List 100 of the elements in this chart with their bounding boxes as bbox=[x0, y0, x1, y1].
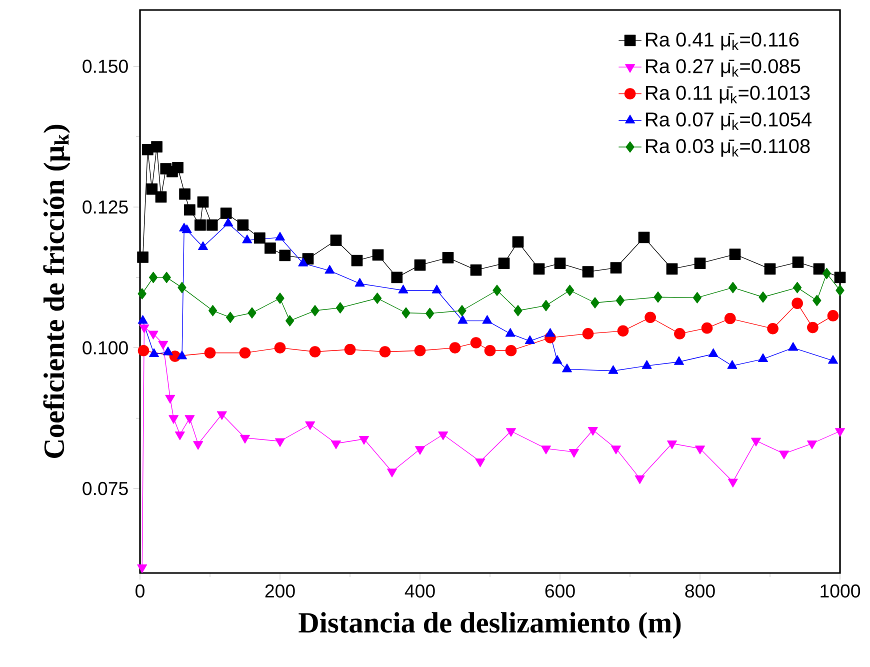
point bbox=[197, 196, 209, 208]
point bbox=[138, 315, 148, 324]
point bbox=[617, 325, 629, 337]
point bbox=[764, 263, 776, 275]
point bbox=[137, 251, 148, 263]
x-axis-title: Distancia de deslizamiento (m) bbox=[298, 612, 681, 639]
point bbox=[223, 218, 234, 226]
point bbox=[812, 294, 822, 306]
x-tick-label: 200 bbox=[265, 584, 295, 598]
point bbox=[644, 312, 656, 324]
point bbox=[220, 208, 232, 219]
point bbox=[470, 264, 482, 276]
point bbox=[792, 256, 804, 268]
point bbox=[359, 436, 369, 445]
point bbox=[415, 446, 425, 455]
point bbox=[146, 183, 158, 195]
point bbox=[138, 344, 150, 356]
point bbox=[324, 264, 335, 274]
point bbox=[458, 315, 468, 324]
point bbox=[692, 292, 702, 304]
point bbox=[498, 258, 510, 270]
point bbox=[178, 282, 186, 294]
point bbox=[226, 312, 235, 324]
point bbox=[582, 266, 594, 278]
x-tick-label: 800 bbox=[685, 584, 715, 598]
point bbox=[184, 415, 195, 424]
point bbox=[151, 141, 162, 152]
point bbox=[331, 440, 341, 450]
point bbox=[729, 248, 741, 260]
point bbox=[354, 278, 365, 287]
legend-label: Ra 0.11 μ̄$_{k}$=0.1013 bbox=[646, 86, 810, 104]
point bbox=[458, 304, 466, 316]
point bbox=[275, 232, 285, 240]
point bbox=[554, 258, 566, 270]
point bbox=[274, 342, 286, 354]
point bbox=[344, 344, 356, 356]
point bbox=[204, 347, 216, 359]
point bbox=[310, 304, 320, 316]
point bbox=[438, 432, 448, 440]
point bbox=[237, 219, 249, 231]
point bbox=[208, 304, 218, 316]
legend-label: Ra 0.03 μ̄$_{k}$=0.1108 bbox=[646, 139, 810, 157]
point bbox=[432, 284, 442, 294]
point bbox=[198, 241, 208, 250]
point bbox=[351, 254, 363, 266]
point bbox=[206, 219, 218, 231]
point bbox=[792, 298, 803, 309]
point bbox=[514, 304, 522, 316]
x-tick-label: 1000 bbox=[820, 584, 860, 598]
point bbox=[379, 346, 391, 358]
point bbox=[654, 291, 662, 303]
x-tick-label: 400 bbox=[404, 584, 435, 598]
legend-label: Ra 0.41 μ̄$_{k}$=0.116 bbox=[646, 32, 799, 50]
point bbox=[588, 426, 598, 436]
point bbox=[414, 344, 426, 356]
point bbox=[822, 268, 832, 280]
point bbox=[398, 284, 408, 294]
point bbox=[172, 162, 184, 174]
point bbox=[402, 307, 410, 319]
point bbox=[264, 242, 276, 254]
point bbox=[569, 448, 579, 458]
point bbox=[582, 328, 594, 340]
point bbox=[216, 411, 227, 420]
point bbox=[590, 297, 600, 308]
point bbox=[533, 263, 545, 275]
point bbox=[305, 421, 316, 430]
point bbox=[239, 347, 251, 359]
point bbox=[542, 300, 550, 312]
point bbox=[414, 259, 426, 271]
point bbox=[309, 346, 321, 358]
point bbox=[834, 272, 846, 284]
point bbox=[728, 282, 738, 294]
point bbox=[168, 415, 179, 424]
point bbox=[758, 291, 768, 303]
point bbox=[425, 308, 434, 320]
point bbox=[391, 272, 403, 284]
point bbox=[240, 434, 250, 444]
y-tick-label: 0.075 bbox=[82, 482, 128, 496]
point bbox=[792, 282, 802, 294]
point bbox=[254, 232, 266, 244]
point bbox=[505, 344, 517, 356]
point bbox=[541, 446, 551, 454]
point bbox=[724, 312, 736, 324]
point bbox=[182, 224, 192, 234]
point bbox=[767, 322, 778, 334]
point bbox=[728, 478, 738, 488]
y-axis-title: Coeficiente de fricción (μ$_{k}$) bbox=[43, 124, 70, 458]
point bbox=[275, 438, 285, 447]
legend-label: Ra 0.07 μ̄$_{k}$=0.1054 bbox=[646, 112, 812, 130]
point bbox=[470, 337, 482, 348]
point bbox=[565, 284, 574, 296]
x-tick-label: 0 bbox=[136, 584, 144, 598]
legend-label: Ra 0.27 μ̄$_{k}$=0.085 bbox=[646, 59, 800, 77]
point bbox=[155, 191, 167, 203]
point bbox=[336, 302, 345, 314]
point bbox=[807, 440, 817, 450]
point bbox=[492, 284, 502, 296]
point bbox=[387, 468, 397, 478]
point bbox=[276, 292, 284, 304]
point bbox=[162, 272, 171, 284]
